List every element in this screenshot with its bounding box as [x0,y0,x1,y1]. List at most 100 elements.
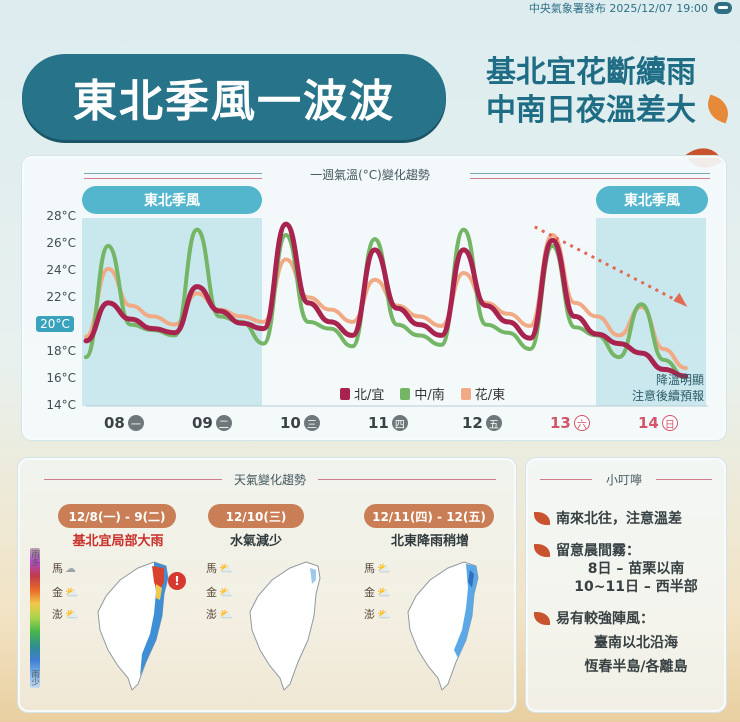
tip-detail: 8日 – 苗栗以南 [587,561,685,577]
tips-title-rule-left [540,479,592,480]
island-label: 金 ⛅ [52,585,79,600]
subhead-line-2: 中南日夜溫差大 [486,93,696,128]
island-label: 馬 ⛅ [364,561,391,576]
legend-swatch [400,387,411,400]
chart-title: 一週氣溫(°C)變化趨勢 [310,168,430,182]
island-label: 澎 ⛅ [206,607,233,622]
leaf-bullet-icon [534,611,550,625]
rain-colorbar [30,548,40,688]
tip-detail: 恆春半島/各離島 [584,659,688,675]
series-line-1 [83,221,689,379]
series-line-3 [84,233,688,370]
x-tick-day: 12 五 [462,414,502,432]
legend-item: 北/宜 [340,384,384,403]
y-tick: 14°C [46,398,76,412]
x-tick-day: 13 六 [550,414,590,432]
weekday-badge: 四 [391,415,408,431]
leaf-bullet-icon [534,543,550,557]
island-label: 馬 ☁ [52,561,76,576]
rain-map-2 [249,561,321,691]
x-tick-day: 14 日 [638,414,678,432]
colorbar-label-top: 雨多 [31,550,40,566]
weekday-badge: 二 [215,415,232,431]
legend-swatch [460,387,471,400]
tips-panel [526,458,726,712]
y-tick-highlight: 20°C [36,316,74,332]
island-label: 金 ⛅ [206,585,233,600]
cooling-note: 降溫明顯 注意後續預報 [592,372,704,404]
sun-cloud-icon: ⛅ [377,585,391,599]
subhead-line-1: 基北宜花斷續雨 [486,55,696,90]
weekday-badge: 三 [303,415,320,431]
tips-title-rule-right [656,479,712,480]
temperature-chart [83,221,708,407]
chart-legend: 北/宜 中/南 花/東 [340,384,505,403]
subhead: 基北宜花斷續雨 中南日夜溫差大 [456,54,726,130]
x-tick-day: 08 一 [104,414,144,432]
sun-cloud-icon: ⛅ [65,607,79,621]
tip-item: 南來北往，注意溫差 [534,508,682,528]
weather-card-caption: 水氣減少 [229,534,282,549]
series-line-2 [84,227,688,380]
weather-card-date: 12/10(三) [208,504,304,528]
y-tick: 18°C [46,344,76,358]
legend-item: 花/東 [460,384,505,403]
sun-cloud-icon: ⛅ [377,561,391,575]
cooling-note-line-1: 降溫明顯 [655,373,704,387]
weather-title-rule-left [44,479,222,480]
tip-item: 留意晨間霧： [534,540,640,560]
weekday-badge: 日 [661,415,678,431]
tip-detail: 臺南以北沿海 [594,635,678,651]
publisher-bar: 中央氣象署發布 2025/12/07 19:00 [521,0,740,16]
island-label: 澎 ⛅ [364,607,391,622]
weather-title: 天氣變化趨勢 [233,473,306,487]
weekday-badge: 六 [573,415,590,431]
x-tick-day: 11 四 [368,414,408,432]
cooling-trend-arrow [534,225,683,305]
monsoon-badge-right: 東北季風 [596,186,708,214]
leaf-bullet-icon [534,511,550,525]
weather-card-caption: 基北宜局部大雨 [72,534,164,549]
rain-map-1 [97,561,169,691]
y-tick: 28°C [46,209,76,223]
weather-card-date: 12/8(一) - 9(二) [58,504,176,528]
weather-card-caption: 北東降雨稍增 [390,534,469,549]
cwa-logo-icon [714,2,732,14]
x-tick-day: 10 三 [280,414,320,432]
y-tick: 24°C [46,263,76,277]
y-tick: 26°C [46,236,76,250]
legend-swatch [340,387,350,400]
island-label: 馬 ⛅ [206,561,233,576]
sun-cloud-icon: ⛅ [219,585,233,599]
x-tick-day: 09 二 [192,414,232,432]
sun-cloud-icon: ⛅ [219,561,233,575]
sun-cloud-icon: ⛅ [65,585,79,599]
title-rule-right-accent [470,178,710,179]
monsoon-badge-left: 東北季風 [82,186,262,214]
y-tick: 22°C [46,290,76,304]
colorbar-label-bottom: 雨少 [31,670,40,686]
title-rule-right [470,173,710,174]
cloud-icon: ☁ [65,561,76,575]
headline: 東北季風一波波 [22,54,446,140]
tips-title: 小叮嚀 [605,473,642,487]
title-rule-left [84,173,262,174]
arrow-head-icon [673,292,688,307]
rain-map-3 [407,561,479,691]
weather-title-rule-right [318,479,496,480]
tip-item: 易有較強陣風： [534,608,654,628]
alert-icon: ! [168,572,186,590]
title-rule-left-accent [84,178,262,179]
island-label: 金 ⛅ [364,585,391,600]
weekday-badge: 一 [127,415,144,431]
cooling-note-line-2: 注意後續預報 [631,389,704,403]
island-label: 澎 ⛅ [52,607,79,622]
sun-cloud-icon: ⛅ [219,607,233,621]
weekday-badge: 五 [485,415,502,431]
sun-cloud-icon: ⛅ [377,607,391,621]
legend-item: 中/南 [400,384,445,403]
weather-card-date: 12/11(四) - 12(五) [364,504,494,528]
publisher-text: 中央氣象署發布 2025/12/07 19:00 [528,2,708,15]
tip-detail: 10~11日 – 西半部 [574,579,698,595]
y-tick: 16°C [46,371,76,385]
